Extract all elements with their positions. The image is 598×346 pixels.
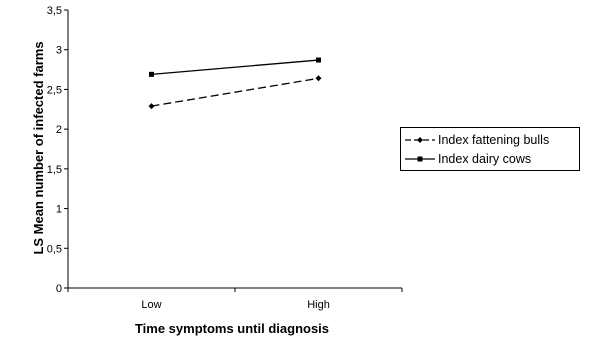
legend-item-fattening-bulls: Index fattening bulls <box>405 131 549 149</box>
x-axis-title: Time symptoms until diagnosis <box>135 321 329 336</box>
axes <box>67 10 402 289</box>
y-tick-label: 1,5 <box>47 164 62 176</box>
data-point <box>316 57 321 63</box>
series-line-1 <box>151 59 319 75</box>
ticks: 0 0,5 1 1,5 2 2,5 3 3,5 Low High <box>47 5 403 311</box>
y-tick-label: 0 <box>56 283 62 295</box>
y-tick-label: 2,5 <box>47 84 62 96</box>
y-tick-label: 0,5 <box>47 243 62 255</box>
y-tick-label: 3,5 <box>47 5 62 17</box>
y-tick-label: 3 <box>56 45 62 57</box>
legend-item-dairy-cows: Index dairy cows <box>405 150 531 168</box>
legend-label: Index fattening bulls <box>438 133 550 147</box>
x-tick-label: Low <box>141 299 161 311</box>
series-line-0 <box>151 77 319 107</box>
y-tick-label: 2 <box>56 124 62 136</box>
data-point <box>315 75 322 82</box>
legend-marker-dashed-diamond <box>405 137 435 143</box>
legend-label: Index dairy cows <box>438 152 532 166</box>
x-tick-label: High <box>307 299 330 311</box>
series <box>148 57 322 110</box>
legend: Index fattening bulls Index dairy cows <box>400 127 580 171</box>
y-tick-label: 1 <box>56 204 62 216</box>
data-point <box>148 103 155 110</box>
data-point <box>149 71 154 77</box>
legend-marker-solid-square <box>405 156 435 162</box>
y-axis-title: LS Mean number of infected farms <box>31 41 46 254</box>
